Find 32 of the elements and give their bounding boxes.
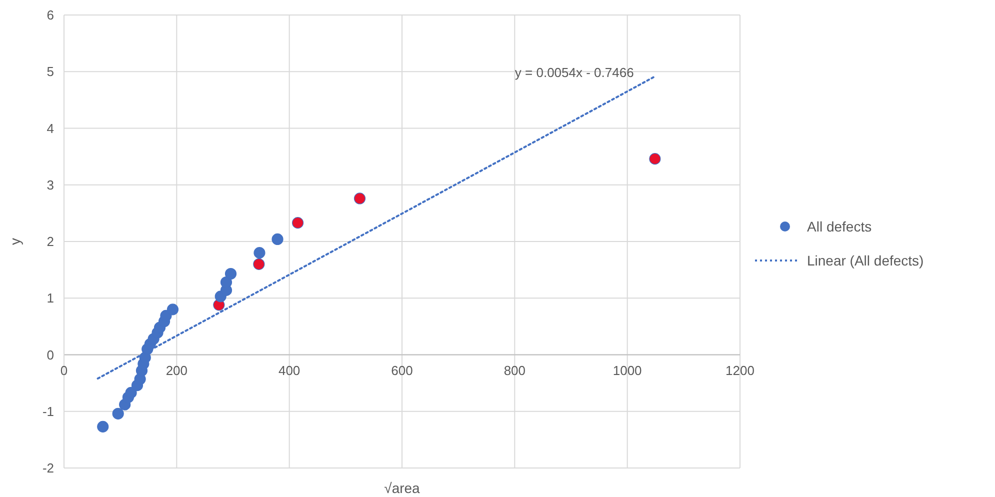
point (125, 386, 137, 398)
x-tick-label: 1000 (612, 362, 642, 378)
y-tick-label: 0 (46, 347, 54, 362)
x-tick-label: 1200 (726, 362, 754, 378)
y-tick-label: 1 (46, 290, 54, 306)
y-axis-title: y (7, 238, 23, 245)
y-tick-label: -2 (42, 460, 54, 476)
y-tick-label: 3 (46, 177, 54, 192)
x-tick-label: 400 (278, 362, 300, 378)
legend-label: All defects (807, 218, 872, 234)
y-tick-label: 4 (46, 120, 54, 136)
x-tick-label: 600 (391, 362, 413, 378)
annotation: y = 0.0054x - 0.7466 (514, 65, 634, 80)
point (354, 192, 366, 204)
x-tick-label: 800 (504, 362, 526, 378)
point (112, 408, 124, 420)
y-tick-label: -1 (42, 404, 54, 419)
point (272, 233, 284, 246)
x-axis-title: √area (384, 480, 420, 496)
y-tick-label: 2 (46, 234, 54, 250)
point (253, 258, 265, 270)
point (97, 420, 109, 432)
point (166, 304, 179, 316)
x-tick-label: 200 (166, 362, 188, 378)
point (224, 268, 237, 280)
y-tick-label: 6 (46, 8, 54, 23)
legend-label: Linear (All defects) (807, 252, 924, 268)
point (649, 153, 661, 165)
x-tick-label: 0 (60, 362, 68, 378)
y-tick-label: 5 (46, 64, 54, 80)
point (292, 217, 304, 229)
point (254, 247, 266, 259)
